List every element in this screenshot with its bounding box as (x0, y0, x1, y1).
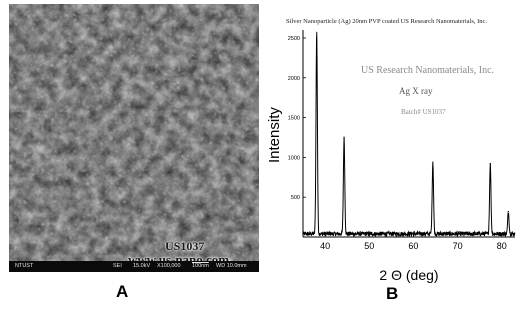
sem-info-scale: 100nm (192, 263, 209, 269)
y-tick-label: 500 (291, 195, 300, 201)
x-tick-label: 50 (364, 241, 374, 251)
sem-info-bar: NTUST SEI 15.0kV X100,000 100nm WD 10.0m… (9, 261, 259, 272)
xrd-peak-point (316, 31, 318, 33)
sem-watermark-code: US1037 (165, 239, 205, 253)
xrd-axes (302, 30, 515, 238)
xrd-company: US Research Nanomaterials, Inc. (361, 65, 494, 76)
sem-info-wd: WD 10.0mm (216, 263, 247, 269)
sem-info-voltage: 15.0kV (133, 263, 151, 269)
x-tick-label: 60 (408, 241, 418, 251)
y-axis-label: Intensity (266, 107, 283, 163)
y-tick-label: 1000 (288, 155, 300, 161)
xrd-batch: Batch# US1037 (401, 108, 446, 116)
y-tick-label: 2500 (288, 36, 300, 42)
sem-info-lab: NTUST (15, 263, 34, 269)
xrd-peak-point (432, 161, 434, 163)
x-tick-label: 40 (320, 241, 330, 251)
sem-info-magnification: X100,000 (157, 263, 181, 269)
xrd-diffraction-line (302, 33, 516, 238)
y-tick-label: 1500 (288, 116, 300, 122)
xrd-chart: Silver Nanoparticle (Ag) 20nm PVP coated… (266, 18, 516, 283)
sem-info-detector: SEI (113, 263, 122, 269)
y-tick-label: 2000 (288, 76, 300, 82)
x-axis-label: 2 Θ (deg) (379, 267, 438, 283)
x-tick-label: 80 (497, 241, 507, 251)
xrd-subtitle: Ag X ray (399, 86, 433, 96)
xrd-header: Silver Nanoparticle (Ag) 20nm PVP coated… (286, 18, 487, 25)
x-tick-label: 70 (453, 241, 463, 251)
xrd-peak-point (507, 210, 509, 213)
sem-image-highlights (9, 4, 259, 261)
panel-label-a: A (116, 282, 129, 301)
panel-label-b: B (386, 284, 399, 303)
